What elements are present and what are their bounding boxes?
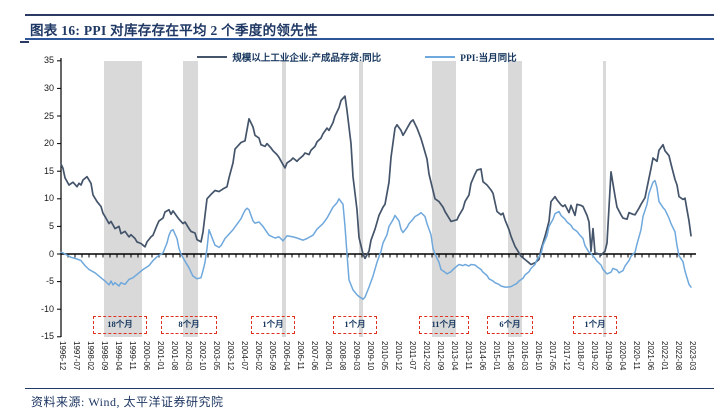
y-axis-label: 25 [43, 110, 54, 121]
chart-legend: 规模以上工业企业:产成品存货:同比 PPI:当月同比 [0, 50, 714, 64]
y-axis-label: 0 [48, 248, 54, 259]
y-axis-label: -10 [40, 303, 54, 314]
title-left-dash [20, 41, 29, 43]
lead-time-box: 6个月 [487, 315, 533, 334]
lead-time-box: 18个月 [93, 315, 147, 334]
y-axis-label: 30 [43, 82, 54, 93]
lead-time-box-label: 8个月 [178, 319, 200, 330]
source-divider-rule [25, 388, 714, 389]
y-axis-label: 20 [43, 138, 54, 149]
legend-label: 规模以上工业企业:产成品存货:同比 [232, 54, 382, 64]
lead-time-box: 11个月 [419, 315, 469, 334]
lead-time-box-label: 11个月 [431, 319, 457, 330]
y-axis-label: 35 [43, 55, 54, 66]
source-text: 资料来源: Wind, 太平洋证券研究院 [31, 395, 224, 409]
lead-time-box-label: 1个月 [584, 319, 606, 330]
legend-line-swatch [425, 56, 456, 58]
recession-band [508, 61, 522, 337]
legend-item-inventory: 规模以上工业企业:产成品存货:同比 [197, 50, 381, 64]
y-axis-label: 10 [43, 193, 54, 204]
lead-time-box-label: 1个月 [262, 319, 284, 330]
recession-band [603, 61, 606, 337]
lead-time-box: 1个月 [251, 315, 295, 334]
y-axis-label: 5 [48, 220, 54, 231]
lead-time-box-label: 1个月 [344, 319, 366, 330]
legend-line-swatch [197, 56, 228, 58]
legend-item-ppi: PPI:当月同比 [425, 50, 517, 64]
legend-label: PPI:当月同比 [460, 54, 517, 64]
recession-band [282, 61, 286, 337]
title-top-rule [25, 14, 714, 16]
title-underline [25, 38, 714, 40]
y-axis-label: -15 [40, 331, 54, 342]
lead-time-box: 1个月 [573, 315, 617, 334]
page-title: 图表 16: PPI 对库存存在平均 2 个季度的领先性 [30, 23, 318, 38]
series-inventory-line [60, 95, 692, 266]
recession-band [359, 61, 363, 337]
recession-band [104, 61, 142, 337]
lead-time-box: 8个月 [161, 315, 217, 334]
y-axis-label: 15 [43, 165, 54, 176]
lead-time-box-label: 18个月 [107, 319, 133, 330]
lead-time-box: 1个月 [333, 315, 377, 334]
lead-time-box-label: 6个月 [499, 319, 521, 330]
recession-band [183, 61, 198, 337]
y-axis-label: -5 [45, 276, 54, 287]
series-ppi-line [60, 179, 692, 301]
